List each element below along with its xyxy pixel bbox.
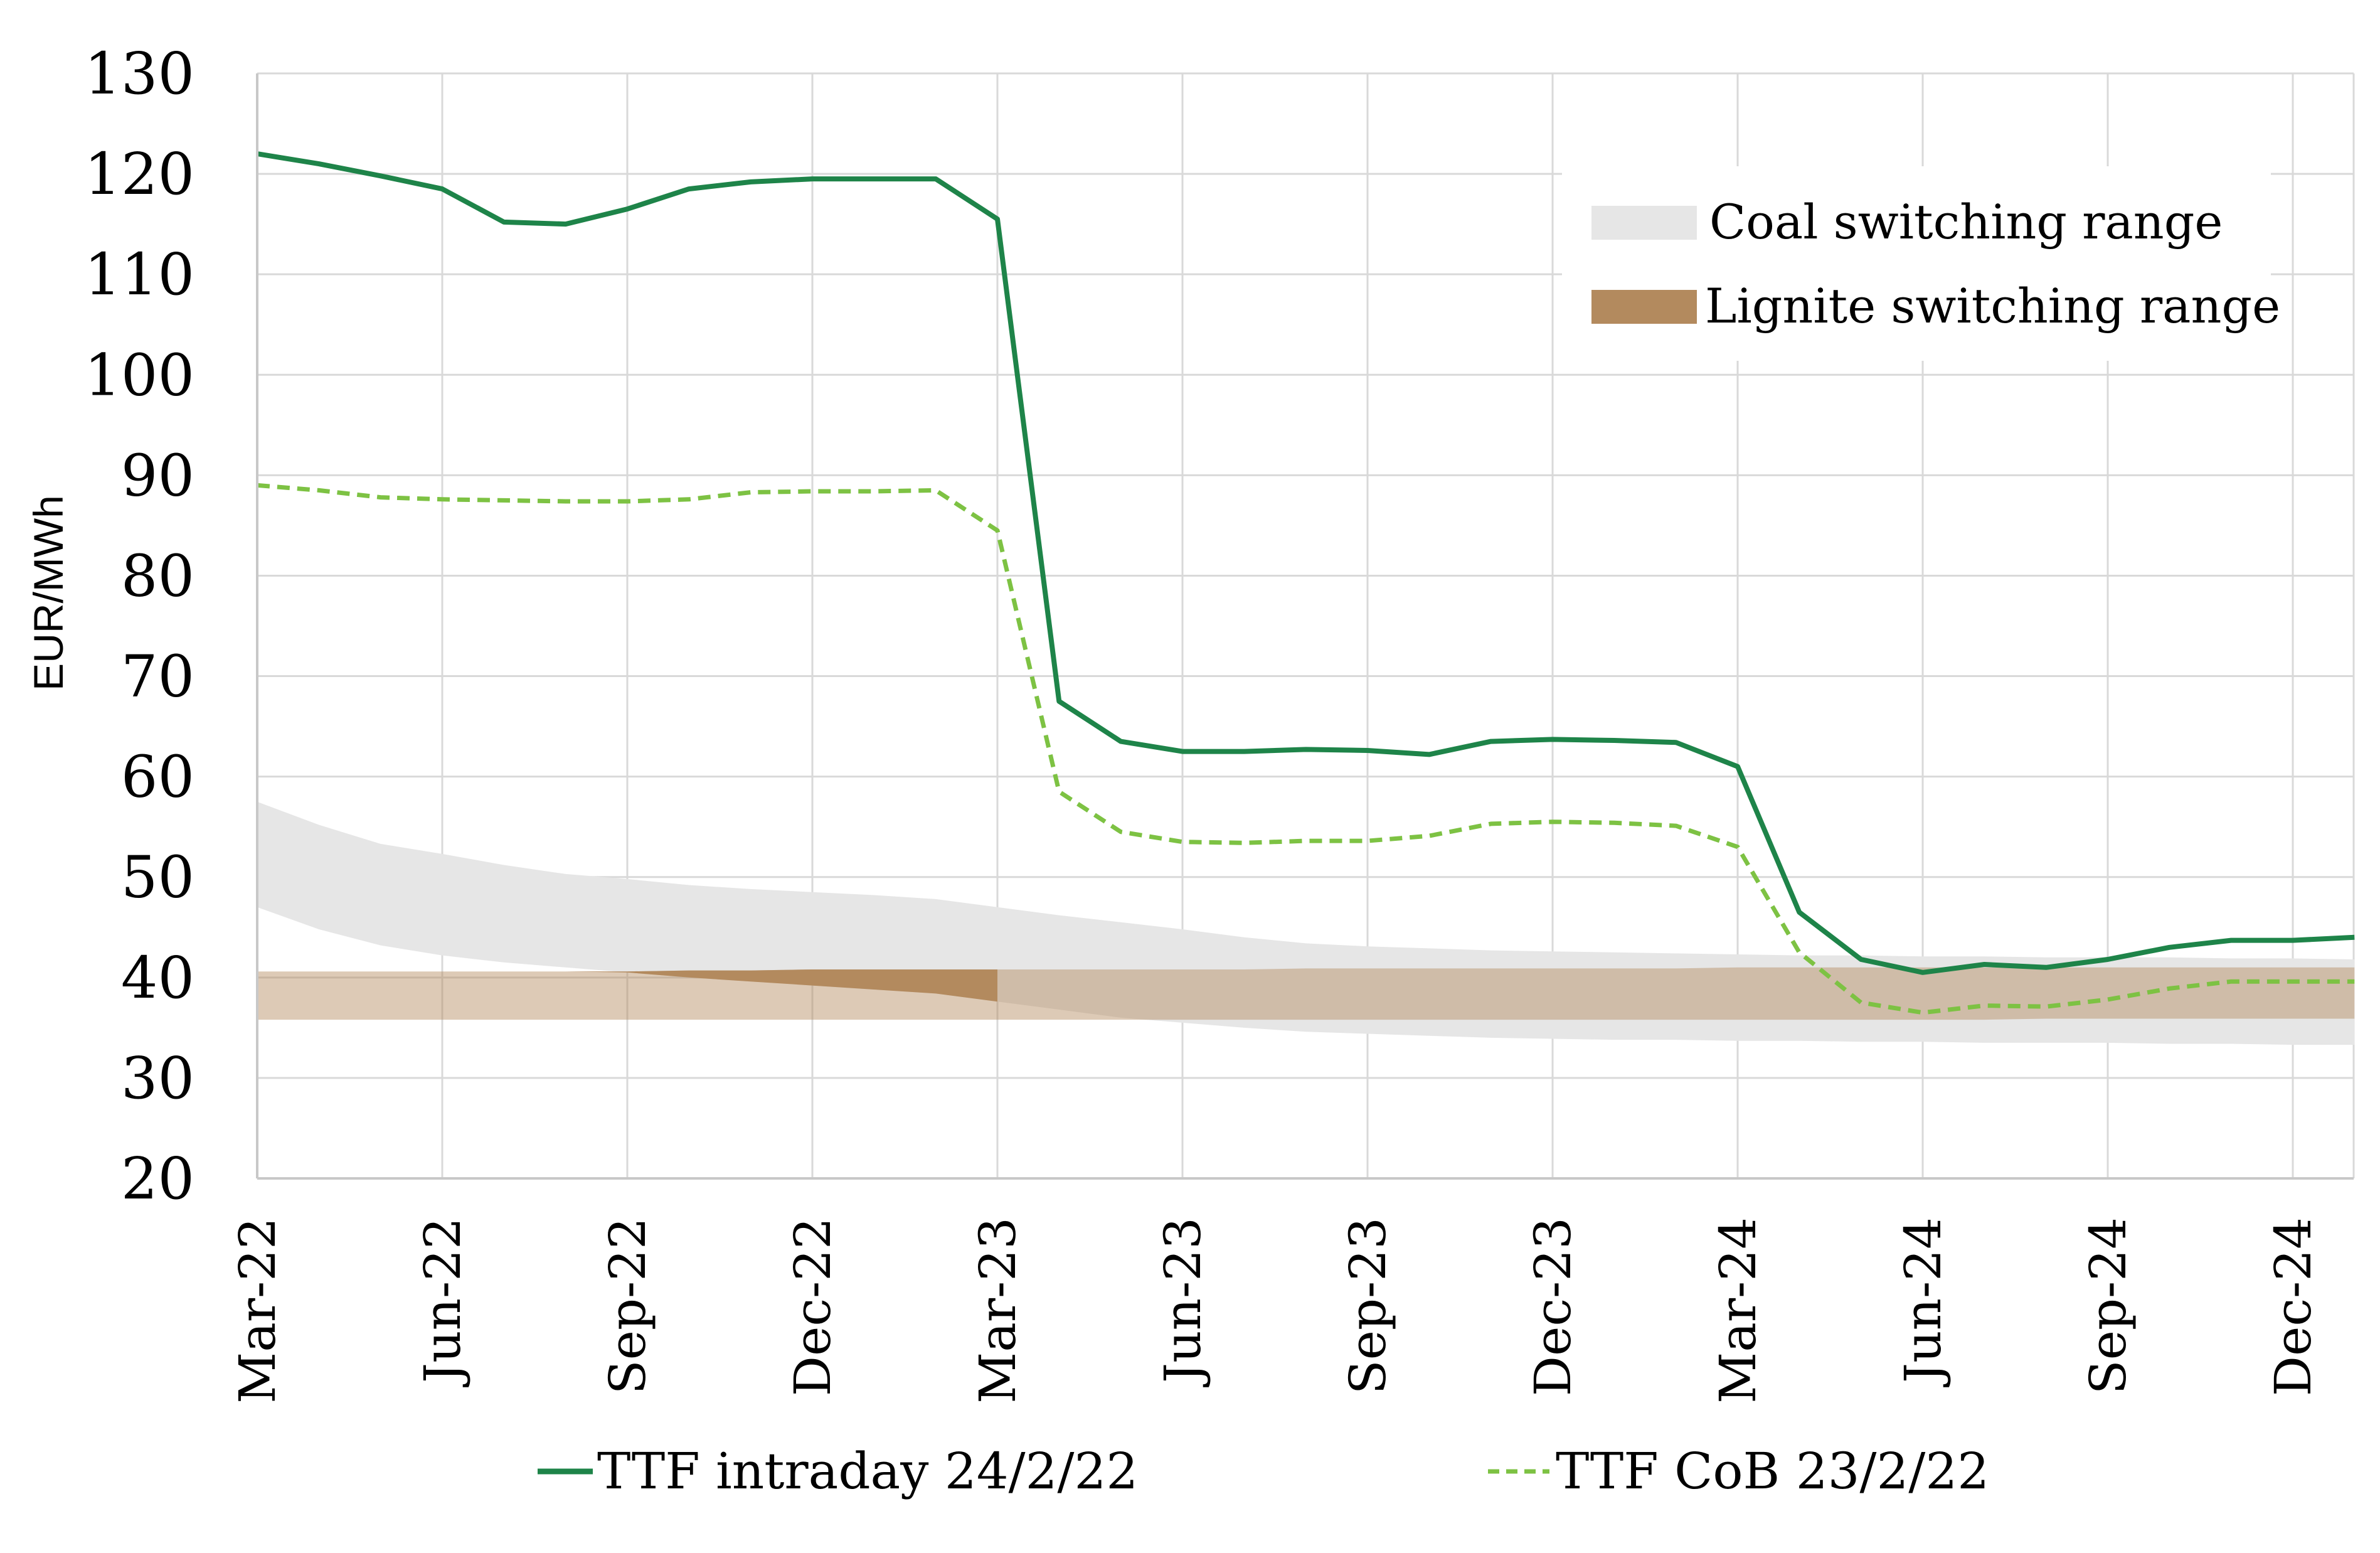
x-axis-ticks: Mar-22 Jun-22 Sep-22 Dec-22 Mar-23 Jun-23 Sep-… [228, 1217, 2322, 1404]
y-tick-label: 70 [121, 643, 194, 710]
legend-intraday-label: TTF intraday 24/2/22 [597, 1442, 1138, 1500]
series-lines [257, 151, 2355, 1015]
y-tick-label: 90 [121, 442, 194, 509]
series-ttf-cob [257, 483, 2355, 1015]
x-tick-label: Dec-24 [2264, 1217, 2322, 1396]
x-tick-label: Sep-23 [1339, 1217, 1397, 1394]
legend-cob-label: TTF CoB 23/2/22 [1556, 1442, 1989, 1500]
x-tick-label: Jun-22 [413, 1217, 472, 1387]
y-tick-label: 50 [121, 844, 194, 911]
y-axis-ticks: 20 30 40 50 60 70 80 90 100 110 120 130 [84, 40, 194, 1212]
x-tick-label: Mar-24 [1709, 1217, 1767, 1404]
y-tick-label: 120 [84, 141, 194, 208]
x-tick-label: Mar-22 [228, 1217, 287, 1404]
legend-bottom: TTF intraday 24/2/22 TTF CoB 23/2/22 [538, 1442, 1989, 1500]
y-tick-label: 110 [84, 241, 194, 308]
y-tick-label: 60 [121, 744, 194, 811]
x-tick-label: Dec-23 [1524, 1217, 1582, 1396]
lignite-band-solid [257, 969, 997, 1002]
legend-top: Coal switching range Lignite switching r… [1562, 166, 2280, 361]
x-tick-label: Dec-22 [784, 1217, 842, 1396]
series-ttf-intraday [257, 151, 2355, 975]
coal-switching-band [257, 801, 2355, 1045]
y-tick-label: 130 [84, 40, 194, 107]
y-tick-label: 30 [121, 1045, 194, 1112]
switching-bands [257, 801, 2355, 1045]
axes [256, 73, 2354, 1180]
legend-coal-label: Coal switching range [1709, 194, 2223, 250]
legend-lignite-swatch [1591, 290, 1697, 324]
legend-top-background [1562, 166, 2271, 361]
y-tick-label: 20 [121, 1145, 194, 1212]
y-axis-label: EUR/MWh [25, 495, 72, 691]
y-tick-label: 100 [84, 341, 194, 408]
x-tick-label: Sep-24 [2079, 1217, 2137, 1394]
x-tick-label: Jun-24 [1894, 1217, 1952, 1387]
legend-lignite-label: Lignite switching range [1705, 278, 2280, 334]
y-tick-label: 40 [121, 944, 194, 1011]
lignite-switching-band [257, 967, 2355, 1020]
x-tick-label: Sep-22 [598, 1217, 657, 1394]
y-tick-label: 80 [121, 542, 194, 609]
x-tick-label: Mar-23 [969, 1217, 1027, 1404]
legend-coal-swatch [1591, 206, 1697, 240]
x-tick-label: Jun-23 [1154, 1217, 1212, 1387]
